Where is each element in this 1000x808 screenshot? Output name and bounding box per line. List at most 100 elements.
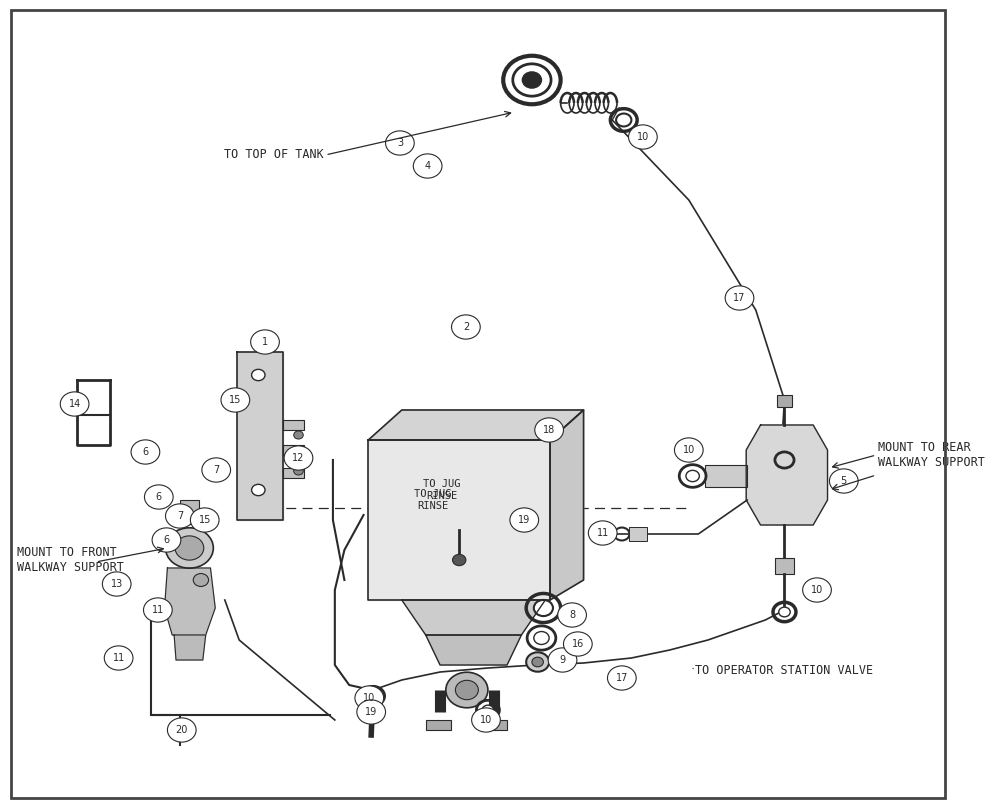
Circle shape — [548, 648, 577, 672]
Circle shape — [629, 125, 657, 149]
Circle shape — [452, 315, 480, 339]
Text: 12: 12 — [292, 453, 305, 463]
Circle shape — [355, 686, 384, 710]
Bar — [69, 398, 82, 406]
Polygon shape — [550, 410, 584, 600]
Circle shape — [558, 603, 586, 627]
Text: MOUNT TO FRONT
WALKWAY SUPPORT: MOUNT TO FRONT WALKWAY SUPPORT — [17, 546, 124, 574]
Circle shape — [252, 369, 265, 381]
Text: 2: 2 — [463, 322, 469, 332]
Text: 14: 14 — [68, 399, 81, 409]
Circle shape — [779, 607, 790, 617]
Circle shape — [294, 449, 303, 457]
Circle shape — [526, 652, 549, 671]
Text: 11: 11 — [597, 528, 609, 538]
Circle shape — [144, 598, 172, 622]
Text: 16: 16 — [572, 639, 584, 649]
Text: TO TOP OF TANK: TO TOP OF TANK — [224, 149, 323, 162]
Circle shape — [803, 578, 831, 602]
Circle shape — [534, 632, 549, 645]
Text: 10: 10 — [480, 715, 492, 725]
Circle shape — [563, 632, 592, 656]
Text: TO JUG
RINSE: TO JUG RINSE — [414, 489, 451, 511]
Text: 7: 7 — [177, 511, 183, 521]
Bar — [180, 500, 199, 512]
Circle shape — [686, 470, 699, 482]
Bar — [777, 395, 792, 407]
Text: TO JUG
RINSE: TO JUG RINSE — [423, 479, 461, 501]
Text: 17: 17 — [616, 673, 628, 683]
Circle shape — [453, 554, 466, 566]
Text: 18: 18 — [543, 425, 555, 435]
Circle shape — [674, 438, 703, 462]
Text: 19: 19 — [365, 707, 377, 717]
Polygon shape — [402, 600, 545, 635]
Circle shape — [252, 484, 265, 495]
Circle shape — [534, 600, 553, 616]
Circle shape — [725, 286, 754, 310]
Circle shape — [829, 469, 858, 493]
Polygon shape — [237, 352, 283, 520]
Text: 17: 17 — [733, 293, 746, 303]
Polygon shape — [368, 410, 584, 440]
Circle shape — [616, 114, 631, 127]
Bar — [629, 527, 647, 541]
Circle shape — [472, 708, 500, 732]
Circle shape — [144, 485, 173, 509]
Circle shape — [175, 536, 204, 560]
Text: 10: 10 — [811, 585, 823, 595]
Bar — [705, 465, 747, 487]
Text: 10: 10 — [637, 132, 649, 142]
Circle shape — [131, 440, 160, 464]
Circle shape — [413, 154, 442, 178]
Circle shape — [607, 666, 636, 690]
Text: 7: 7 — [213, 465, 219, 475]
Circle shape — [193, 574, 209, 587]
Bar — [283, 468, 304, 478]
Text: 1: 1 — [262, 337, 268, 347]
Circle shape — [522, 72, 541, 88]
Circle shape — [166, 528, 213, 568]
Circle shape — [357, 700, 386, 724]
Polygon shape — [368, 440, 550, 600]
Circle shape — [152, 528, 181, 552]
Text: 11: 11 — [152, 605, 164, 615]
Circle shape — [60, 392, 89, 416]
Circle shape — [190, 508, 219, 532]
Text: 13: 13 — [111, 579, 123, 589]
Bar — [775, 558, 794, 574]
Text: TO OPERATOR STATION VALVE: TO OPERATOR STATION VALVE — [695, 664, 873, 677]
Circle shape — [102, 572, 131, 596]
Text: 9: 9 — [559, 655, 566, 665]
Text: 15: 15 — [229, 395, 242, 405]
Text: 15: 15 — [199, 515, 211, 525]
Circle shape — [588, 521, 617, 545]
Polygon shape — [426, 635, 521, 665]
Circle shape — [104, 646, 133, 670]
Circle shape — [166, 504, 194, 528]
Circle shape — [535, 418, 563, 442]
Text: 6: 6 — [156, 492, 162, 502]
Text: MOUNT TO REAR
WALKWAY SUPPORT: MOUNT TO REAR WALKWAY SUPPORT — [878, 441, 985, 469]
Circle shape — [455, 680, 478, 700]
Text: 10: 10 — [683, 445, 695, 455]
Circle shape — [167, 718, 196, 742]
Circle shape — [386, 131, 414, 155]
Circle shape — [532, 657, 543, 667]
Bar — [426, 720, 451, 730]
Bar — [482, 720, 507, 730]
Text: 4: 4 — [425, 161, 431, 171]
Circle shape — [251, 330, 279, 354]
Text: 20: 20 — [176, 725, 188, 735]
Text: 3: 3 — [397, 138, 403, 148]
Text: 19: 19 — [518, 515, 530, 525]
Polygon shape — [746, 425, 828, 525]
Text: 8: 8 — [569, 610, 575, 620]
Circle shape — [221, 388, 250, 412]
Polygon shape — [165, 568, 215, 635]
Circle shape — [294, 431, 303, 439]
Polygon shape — [174, 635, 206, 660]
Text: 11: 11 — [113, 653, 125, 663]
Text: 6: 6 — [142, 447, 148, 457]
Text: 5: 5 — [841, 476, 847, 486]
